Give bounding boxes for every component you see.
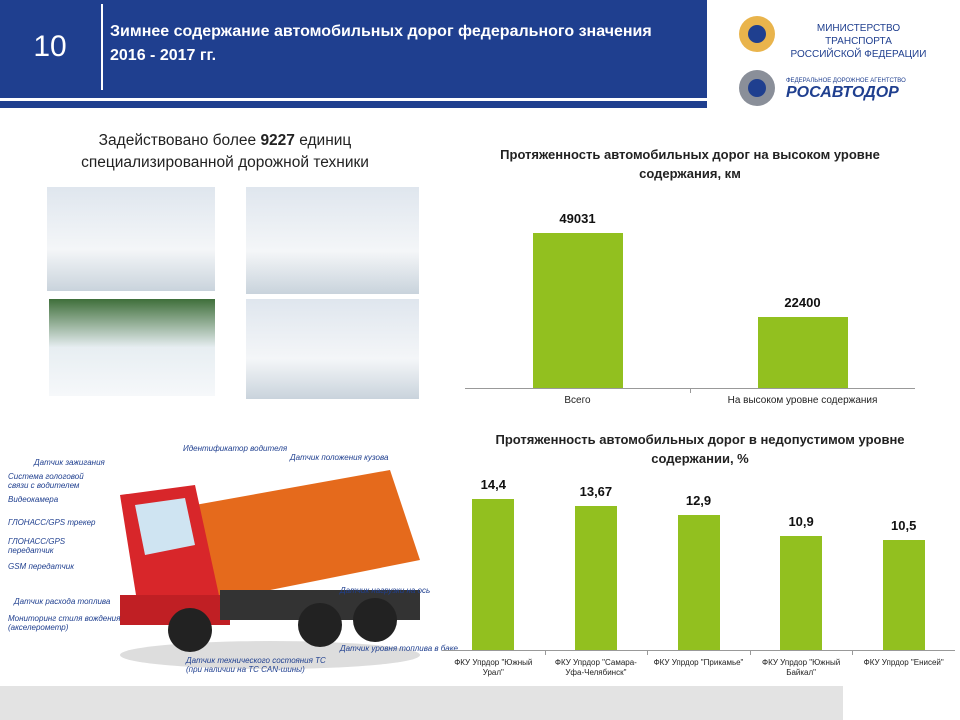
intro-part: единиц специализированной дорожной техни… xyxy=(81,132,369,171)
photo-truck xyxy=(246,299,419,399)
chart-title: Протяженность автомобильных дорог в недо… xyxy=(495,432,905,466)
value-label: 10,5 xyxy=(891,517,917,533)
header-divider xyxy=(101,4,103,90)
bar xyxy=(677,514,720,650)
intro-number: 9227 xyxy=(260,132,295,149)
x-tick-label: На высоком уровне содержания xyxy=(727,395,878,406)
truck-label: Датчик технического состояния ТС (при на… xyxy=(186,656,326,674)
value-label: 13,67 xyxy=(579,484,613,500)
agency-name: РОСАВТОДОР xyxy=(786,84,899,101)
value-label: 14,4 xyxy=(480,476,506,492)
truck-label: Система гологовой связи с водителем xyxy=(8,472,84,490)
truck-label: ГЛОНАСС/GPS трекер xyxy=(8,518,96,527)
slide-title: Зимнее содержание автомобильных дорог фе… xyxy=(110,23,652,64)
axis-tick xyxy=(544,650,546,655)
header-bar xyxy=(0,0,707,108)
ministry-name: МИНИСТЕРСТВО ТРАНСПОРТА РОССИЙСКОЙ ФЕДЕРА… xyxy=(786,22,931,61)
truck-label: Датчик зажигания xyxy=(34,458,105,467)
value-label: 49031 xyxy=(559,210,596,226)
intro-part: Задействовано более xyxy=(98,132,257,149)
axis-tick xyxy=(690,388,691,393)
bar xyxy=(757,317,848,388)
truck-label: GSM передатчик xyxy=(8,562,75,571)
truck-label: ГЛОНАСС/GPS передатчик xyxy=(8,537,66,555)
x-tick-label: ФКУ Упрдор "Енисей" xyxy=(863,658,944,667)
axis-tick xyxy=(852,650,854,655)
agency-small: ФЕДЕРАЛЬНОЕ ДОРОЖНОЕ АГЕНТСТВО xyxy=(786,78,906,84)
ministry-line: РОССИЙСКОЙ ФЕДЕРАЦИИ xyxy=(790,49,927,60)
x-tick-label: ФКУ Упрдор "Прикамье" xyxy=(653,658,744,667)
bar xyxy=(472,498,515,650)
value-label: 12,9 xyxy=(685,492,712,508)
truck-label: Идентификатор водителя xyxy=(183,444,288,453)
truck-label: Мониторинг стиля вождения (акселерометр) xyxy=(8,614,121,632)
truck-label: Датчик положения кузова xyxy=(290,453,389,462)
truck-diagram xyxy=(120,470,420,669)
agency-emblem xyxy=(739,70,775,106)
x-tick-label: ФКУ Упрдор "Самара-Уфа-Челябинск" xyxy=(554,658,637,677)
photo-plow xyxy=(246,187,419,294)
bar xyxy=(574,506,617,650)
header-rule xyxy=(0,98,707,101)
truck-label: Датчик расхода топлива xyxy=(14,597,111,606)
bar xyxy=(882,539,925,650)
truck-label: Датчик нагрузки на ось xyxy=(340,586,431,595)
x-tick-label: ФКУ Упрдор "Южный Урал" xyxy=(454,658,533,677)
axis-tick xyxy=(749,650,751,655)
photo-grader xyxy=(47,187,215,291)
truck-label: Датчик уровня топлива в баке xyxy=(340,644,458,653)
bar xyxy=(532,232,623,388)
x-tick-label: ФКУ Упрдор "Южный Байкал" xyxy=(762,658,841,677)
ministry-emblem xyxy=(739,16,775,52)
photo-blower xyxy=(49,299,215,396)
x-tick-label: Всего xyxy=(564,395,591,406)
value-label: 10,9 xyxy=(788,513,814,529)
ministry-line: МИНИСТЕРСТВО ТРАНСПОРТА xyxy=(816,23,901,47)
chart-title: Протяженность автомобильных дорог на выс… xyxy=(500,147,880,181)
slide-number: 10 xyxy=(33,30,67,63)
axis-tick xyxy=(647,650,649,655)
x-axis xyxy=(442,650,955,651)
truck-label: Видеокамера xyxy=(8,495,59,504)
intro-text: Задействовано более 9227 единиц специали… xyxy=(40,130,410,174)
footer-bar xyxy=(0,686,843,720)
value-label: 22400 xyxy=(784,295,821,311)
bar xyxy=(780,535,823,650)
